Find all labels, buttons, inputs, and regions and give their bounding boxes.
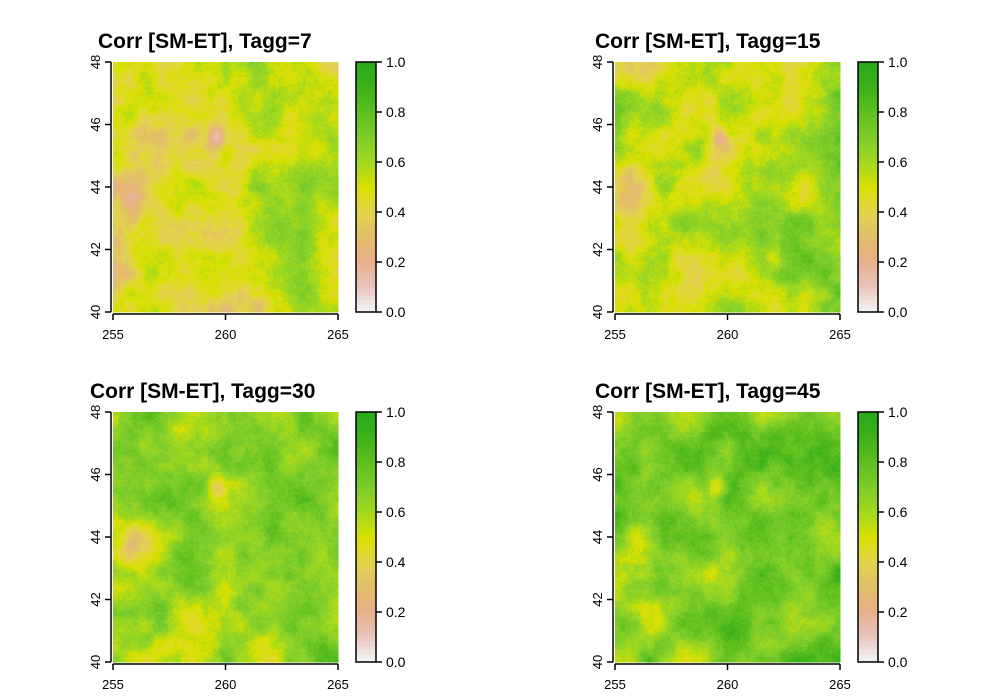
x-tick-label: 265 [327, 677, 349, 692]
y-axis: 40 42 44 46 48 [88, 55, 112, 319]
y-tick-label: 48 [88, 405, 103, 419]
colorbar-tick-label: 0.6 [888, 154, 908, 170]
colorbar-tick-label: 0.8 [888, 104, 908, 120]
colorbar-tick-label: 0.6 [888, 504, 908, 520]
y-tick-label: 44 [590, 180, 605, 194]
colorbar-tick-label: 1.0 [386, 54, 406, 70]
panel-title: Corr [SM-ET], Tagg=30 [90, 380, 315, 403]
colorbar-tick-label: 1.0 [386, 404, 406, 420]
colorbar-tick-label: 0.4 [386, 554, 406, 570]
colorbar-tick-label: 0.8 [888, 454, 908, 470]
colorbar-tick-label: 1.0 [888, 404, 908, 420]
y-tick-label: 40 [590, 655, 605, 669]
colorbar-tick-label: 0.6 [386, 504, 406, 520]
colorbar-tick-label: 0.8 [386, 454, 406, 470]
colorbar-tick-label: 0.0 [386, 654, 406, 670]
y-tick-label: 48 [590, 55, 605, 69]
x-axis: 255 260 265 [604, 663, 851, 692]
colorbar-tick-label: 0.4 [888, 204, 908, 220]
colorbar-tick-label: 0.2 [888, 604, 908, 620]
y-tick-label: 46 [88, 117, 103, 131]
colorbar-tick-label: 0.0 [888, 304, 908, 320]
colorbar-tick-label: 0.4 [386, 204, 406, 220]
raster-field [615, 62, 841, 313]
colorbar-tick-label: 0.6 [386, 154, 406, 170]
raster-field [113, 412, 339, 663]
map-panel-3: Corr [SM-ET], Tagg=30 40 42 44 46 48 255 260 265… [88, 380, 406, 692]
colorbar: 0.0 0.2 0.4 0.6 0.8 1.0 [857, 404, 908, 670]
y-tick-label: 48 [590, 405, 605, 419]
y-tick-label: 46 [590, 467, 605, 481]
x-tick-label: 260 [717, 327, 739, 342]
y-tick-label: 44 [590, 530, 605, 544]
panel-title: Corr [SM-ET], Tagg=45 [595, 380, 821, 403]
y-tick-label: 42 [88, 592, 103, 606]
x-axis: 255 260 265 [604, 313, 851, 342]
y-axis: 40 42 44 46 48 [590, 405, 614, 669]
y-tick-label: 44 [88, 180, 103, 194]
raster-field [615, 412, 841, 663]
x-tick-label: 260 [717, 677, 739, 692]
y-tick-label: 42 [590, 242, 605, 256]
x-tick-label: 265 [327, 327, 349, 342]
colorbar: 0.0 0.2 0.4 0.6 0.8 1.0 [355, 54, 406, 320]
y-tick-label: 48 [88, 55, 103, 69]
x-tick-label: 255 [102, 677, 124, 692]
x-tick-label: 265 [829, 327, 851, 342]
y-tick-label: 44 [88, 530, 103, 544]
x-tick-label: 260 [215, 327, 237, 342]
map-panel-1: Corr [SM-ET], Tagg=7 40 42 44 46 48 255 260 265 0… [88, 30, 406, 342]
colorbar-tick-label: 0.8 [386, 104, 406, 120]
panel-title: Corr [SM-ET], Tagg=7 [98, 30, 312, 53]
colorbar-tick-label: 0.2 [386, 254, 406, 270]
map-panel-2: Corr [SM-ET], Tagg=15 40 42 44 46 48 255 260 265… [590, 30, 908, 342]
x-tick-label: 265 [829, 677, 851, 692]
colorbar: 0.0 0.2 0.4 0.6 0.8 1.0 [857, 54, 908, 320]
y-tick-label: 40 [88, 305, 103, 319]
x-axis: 255 260 265 [102, 313, 349, 342]
y-tick-label: 42 [590, 592, 605, 606]
x-tick-label: 255 [604, 327, 626, 342]
x-tick-label: 255 [604, 677, 626, 692]
panel-title: Corr [SM-ET], Tagg=15 [595, 30, 821, 53]
colorbar-tick-label: 0.4 [888, 554, 908, 570]
x-tick-label: 260 [215, 677, 237, 692]
y-tick-label: 46 [88, 467, 103, 481]
colorbar-tick-label: 0.0 [888, 654, 908, 670]
y-tick-label: 40 [590, 305, 605, 319]
y-axis: 40 42 44 46 48 [88, 405, 112, 669]
colorbar-tick-label: 0.0 [386, 304, 406, 320]
colorbar-tick-label: 1.0 [888, 54, 908, 70]
raster-field [113, 62, 339, 313]
colorbar-tick-label: 0.2 [386, 604, 406, 620]
y-tick-label: 46 [590, 117, 605, 131]
x-tick-label: 255 [102, 327, 124, 342]
x-axis: 255 260 265 [102, 663, 349, 692]
colorbar: 0.0 0.2 0.4 0.6 0.8 1.0 [355, 404, 406, 670]
map-panel-4: Corr [SM-ET], Tagg=45 40 42 44 46 48 255 260 265… [590, 380, 908, 692]
y-tick-label: 42 [88, 242, 103, 256]
y-tick-label: 40 [88, 655, 103, 669]
y-axis: 40 42 44 46 48 [590, 55, 614, 319]
colorbar-tick-label: 0.2 [888, 254, 908, 270]
